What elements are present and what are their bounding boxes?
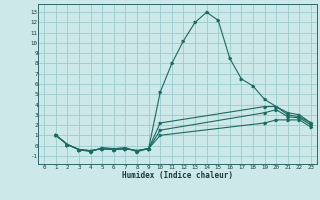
X-axis label: Humidex (Indice chaleur): Humidex (Indice chaleur): [122, 171, 233, 180]
